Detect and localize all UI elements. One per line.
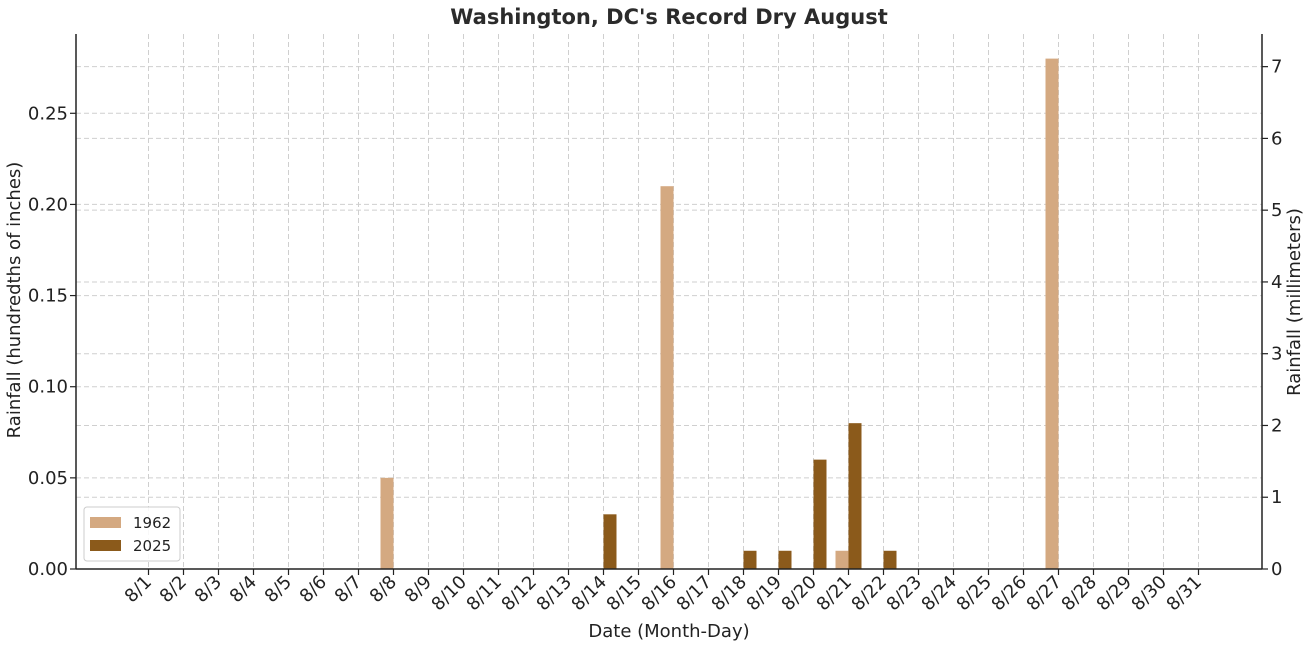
x-tick-label: 8/23 — [883, 572, 926, 615]
y2-tick-label: 7 — [1271, 57, 1282, 78]
y-tick-label: 0.15 — [28, 286, 68, 307]
y2-tick-label: 0 — [1271, 559, 1282, 580]
legend-label-2025: 2025 — [133, 537, 171, 555]
x-tick-label: 8/24 — [918, 572, 961, 615]
x-tick-label: 8/14 — [568, 572, 611, 615]
y2-tick-label: 6 — [1271, 128, 1282, 149]
y-tick-label: 0.10 — [28, 377, 68, 398]
bar-2025-8-18 — [743, 550, 757, 569]
x-tick-label: 8/2 — [156, 572, 191, 607]
y2-tick-label: 4 — [1271, 272, 1282, 293]
x-tick-label: 8/18 — [708, 572, 751, 615]
x-tick-label: 8/6 — [296, 572, 331, 607]
x-tick-label: 8/26 — [988, 572, 1031, 615]
legend: 1962 2025 — [83, 506, 181, 562]
y2-axis-label: Rainfall (millimeters) — [1284, 208, 1305, 396]
x-ticks: 8/1 8/2 8/3 8/4 8/5 8/6 8/7 8/8 8/98/108/118/128… — [121, 569, 1206, 615]
bar-1962-8-8 — [380, 477, 394, 569]
y2-tick-label: 1 — [1271, 487, 1282, 508]
x-tick-label: 8/12 — [498, 572, 541, 615]
x-tick-label: 8/4 — [226, 572, 261, 607]
bar-1962-8-16 — [660, 186, 674, 570]
x-tick-label: 8/28 — [1058, 572, 1101, 615]
x-tick-label: 8/22 — [848, 572, 891, 615]
y-tick-label: 0.25 — [28, 103, 68, 124]
y2-tick-label: 2 — [1271, 415, 1282, 436]
legend-label-1962: 1962 — [133, 514, 171, 532]
x-tick-label: 8/15 — [603, 572, 646, 615]
bar-1962-8-27 — [1045, 58, 1059, 569]
x-axis-label: Date (Month-Day) — [588, 621, 749, 642]
y-tick-label: 0.05 — [28, 468, 68, 489]
bar-2025-8-20 — [813, 459, 827, 569]
bar-1962-8-21 — [835, 550, 849, 569]
chart-title: Washington, DC's Record Dry August — [450, 5, 888, 29]
legend-swatch-1962 — [90, 517, 121, 528]
bar-2025-8-14 — [603, 514, 617, 569]
y2-tick-label: 3 — [1271, 344, 1282, 365]
x-tick-label: 8/13 — [533, 572, 576, 615]
y2-tick-label: 5 — [1271, 200, 1282, 221]
x-tick-label: 8/16 — [638, 572, 681, 615]
bar-2025-8-21 — [848, 423, 862, 569]
x-tick-label: 8/7 — [331, 572, 366, 607]
legend-swatch-2025 — [90, 540, 121, 551]
bar-2025-8-19 — [778, 550, 792, 569]
y2-ticks: 0 1 2 3 4 5 6 7 — [1262, 57, 1282, 580]
y-tick-label: 0.00 — [28, 559, 68, 580]
grid — [76, 34, 1262, 570]
y-ticks: 0.00 0.05 0.10 0.15 0.20 0.25 — [28, 103, 76, 580]
x-tick-label: 8/3 — [191, 572, 226, 607]
x-tick-label: 8/30 — [1128, 572, 1171, 615]
x-tick-label: 8/19 — [743, 572, 786, 615]
bars — [380, 58, 1059, 570]
x-tick-label: 8/10 — [428, 572, 471, 615]
x-tick-label: 8/29 — [1093, 572, 1136, 615]
x-tick-label: 8/21 — [813, 572, 856, 615]
bar-2025-8-22 — [883, 550, 897, 569]
x-tick-label: 8/11 — [463, 572, 506, 615]
x-tick-label: 8/20 — [778, 572, 821, 615]
x-tick-label: 8/27 — [1023, 572, 1066, 615]
x-tick-label: 8/17 — [673, 572, 716, 615]
x-tick-label: 8/25 — [953, 572, 996, 615]
x-tick-label: 8/5 — [261, 572, 296, 607]
axes — [75, 34, 1263, 570]
x-tick-label: 8/8 — [366, 572, 401, 607]
x-tick-label: 8/31 — [1163, 572, 1206, 615]
y-axis-label: Rainfall (hundredths of inches) — [4, 162, 25, 439]
y-tick-label: 0.20 — [28, 194, 68, 215]
x-tick-label: 8/1 — [121, 572, 156, 607]
